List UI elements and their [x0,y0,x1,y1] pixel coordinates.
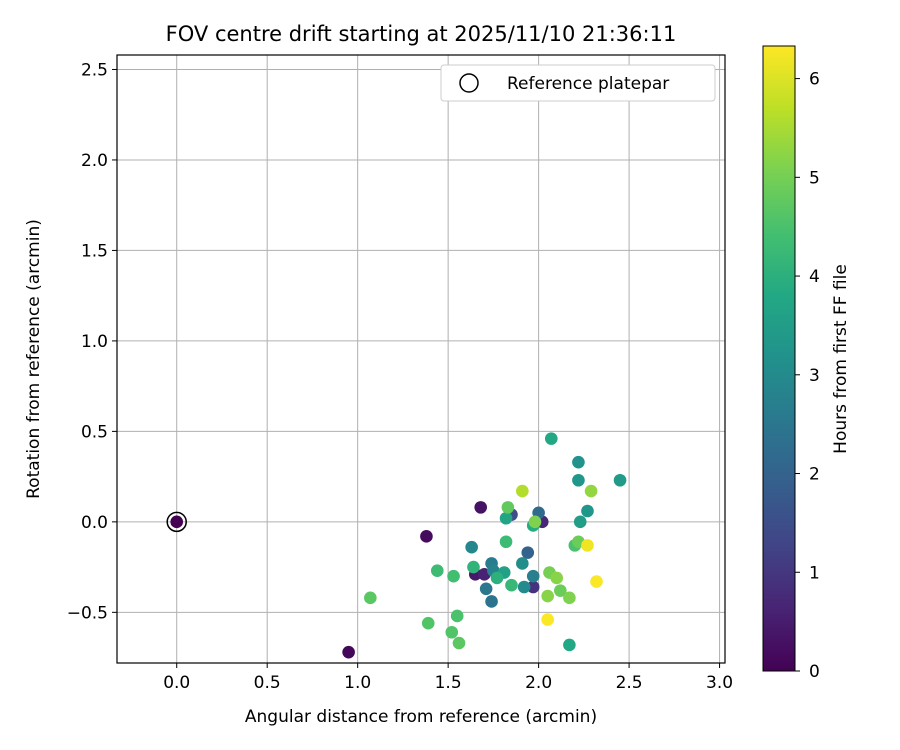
colorbar-tick-label: 4 [809,267,820,287]
y-tick-label: −0.5 [67,603,108,623]
y-tick-label: 1.5 [81,241,108,261]
data-point [342,645,355,659]
data-point [516,557,529,570]
data-point [541,589,554,603]
data-point [485,595,498,608]
data-point [584,484,598,498]
data-point [563,591,576,605]
colorbar-tick-label: 1 [809,563,820,583]
colorbar-tick-label: 2 [809,465,820,485]
x-tick-label: 0.0 [163,673,190,693]
x-tick-label: 1.0 [344,673,371,693]
data-point [430,564,444,578]
y-tick-label: 2.0 [81,151,108,171]
data-point [421,616,435,630]
data-point [526,580,540,594]
data-point [581,539,594,552]
data-point [474,501,488,514]
data-point [554,584,567,597]
data-point [499,511,513,525]
colorbar-tick-label: 6 [809,70,820,90]
y-tick-label: 0.5 [81,422,108,442]
legend-box [440,64,716,102]
colorbar-tick-label: 5 [809,168,820,188]
data-point [501,501,515,514]
data-point [452,636,466,650]
colorbar: 0 1 2 3 4 5 6 Hours from first FF file [762,45,851,682]
data-point [517,580,531,594]
data-point [528,515,542,529]
colorbar-tick-label: 3 [809,366,820,386]
x-tick-label: 1.5 [435,673,462,693]
data-point [573,515,587,529]
x-axis-label: Angular distance from reference (arcmin) [245,707,597,727]
data-point [505,578,518,592]
legend-marker-reference [459,73,479,93]
reference-marker [166,511,187,533]
y-axis-label: Rotation from reference (arcmin) [24,219,44,499]
legend-label-reference: Reference platepar [507,74,669,94]
data-point [581,504,594,518]
x-tick-label: 2.0 [525,673,552,693]
x-tick-label: 2.5 [616,673,643,693]
data-point [499,535,513,549]
data-point [563,638,576,652]
data-point [479,582,493,596]
legend: Reference platepar [440,64,716,102]
data-point [445,625,459,639]
data-point [590,575,603,588]
x-tick-label: 0.5 [254,673,281,693]
data-point [613,473,627,487]
colorbar-ticks: 0 1 2 3 4 5 6 [795,70,820,682]
x-tick-label: 3.0 [706,673,733,693]
data-point [490,571,504,585]
data-point [447,569,460,583]
y-tick-label: 1.0 [81,332,108,352]
plot-frame [116,54,726,664]
colorbar-tick-label: 0 [809,662,820,682]
data-point [572,455,585,469]
data-point [364,591,377,605]
data-point [420,530,433,543]
y-tick-label: 0.0 [81,513,108,533]
data-point [465,540,478,554]
data-points [166,432,627,659]
data-point [467,560,480,574]
data-point [572,473,585,487]
colorbar-label: Hours from first FF file [831,264,851,454]
y-tick-label: 2.5 [81,60,108,80]
data-point [516,484,529,498]
data-point [550,571,564,585]
x-axis-ticks: 0.0 0.5 1.0 1.5 2.0 2.5 3.0 [163,663,733,693]
data-point [541,613,554,626]
data-point [544,432,558,445]
data-point [521,546,535,559]
data-point [526,569,540,583]
plot-area [117,55,725,663]
y-axis-ticks: −0.5 0.0 0.5 1.0 1.5 2.0 2.5 [67,60,117,623]
data-point [170,515,184,529]
chart-title: FOV centre drift starting at 2025/11/10 … [166,22,677,46]
data-point [450,609,464,623]
colorbar-gradient [762,45,796,672]
